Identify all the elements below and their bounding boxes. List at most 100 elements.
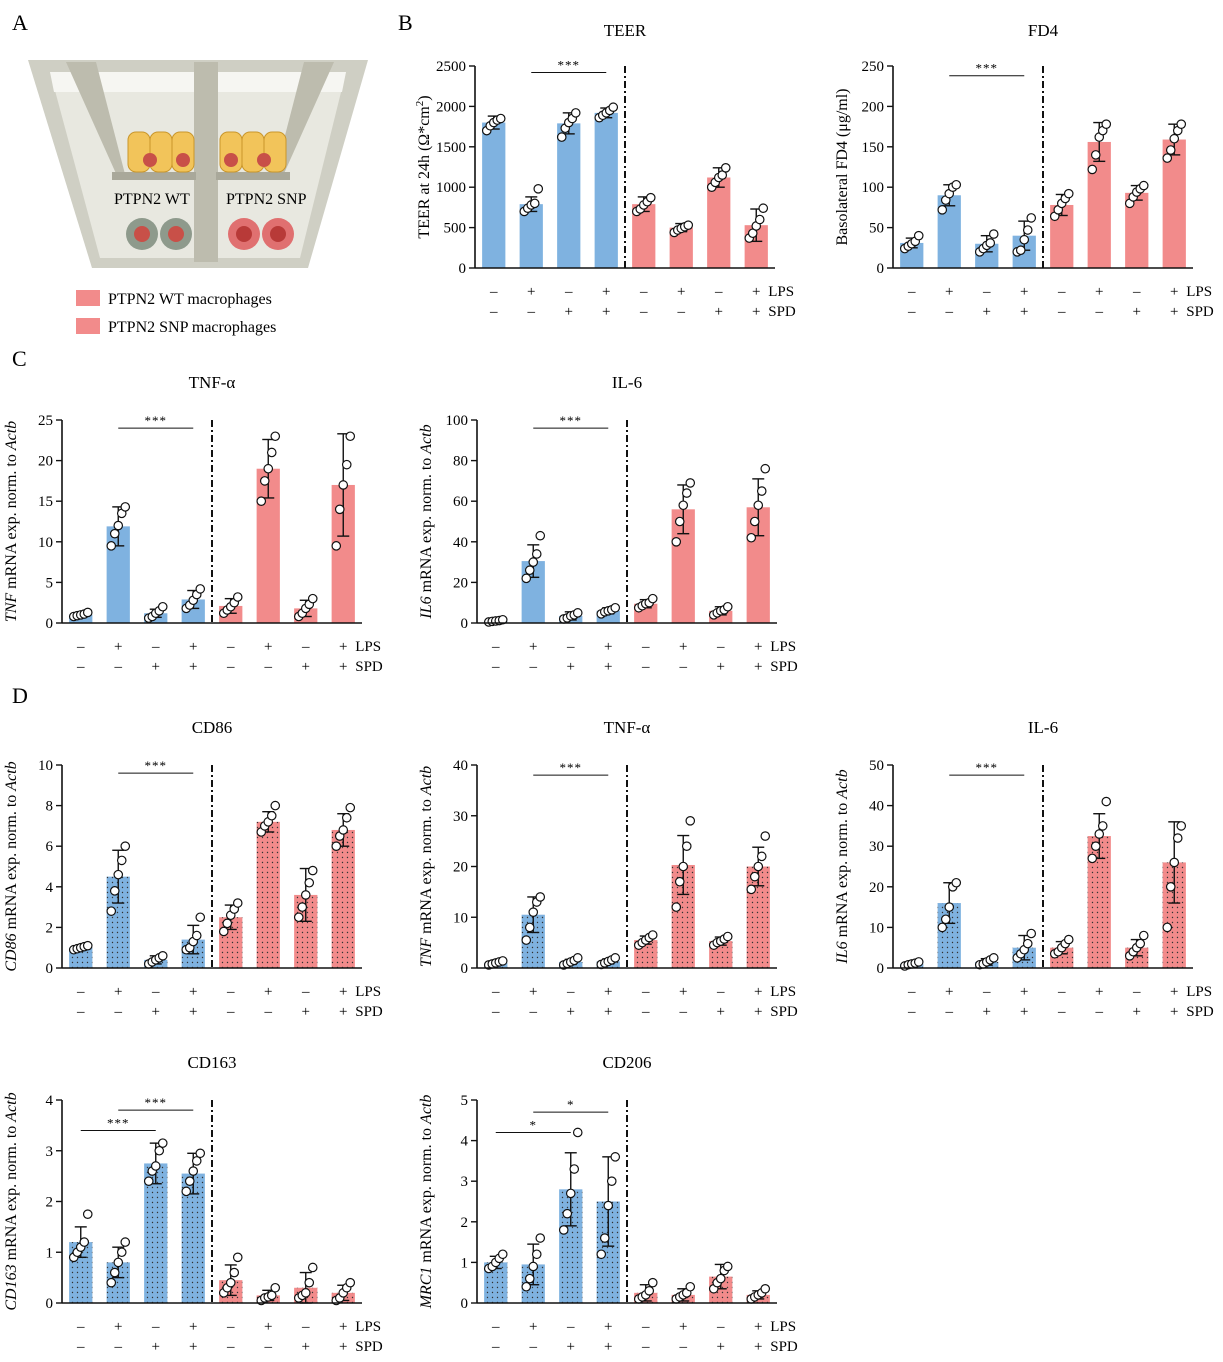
spd-sign: – — [76, 659, 85, 675]
y-axis-label: TNF mRNA exp. norm. to Actb — [418, 766, 435, 967]
spd-sign: – — [945, 304, 954, 320]
data-point — [195, 1148, 206, 1159]
data-point — [988, 953, 999, 963]
spd-sign: – — [491, 1004, 500, 1020]
data-point — [610, 602, 621, 613]
spd-sign: + — [567, 659, 575, 675]
chart-title: TNF-α — [189, 373, 236, 392]
y-tick-label: 50 — [869, 221, 884, 237]
y-tick-label: 8 — [46, 799, 54, 815]
lps-sign: – — [226, 984, 235, 1000]
data-point — [232, 898, 243, 908]
y-axis-label-part: Actb — [3, 761, 20, 791]
lps-sign: – — [907, 984, 916, 1000]
data-point — [913, 230, 924, 241]
spd-sign: – — [489, 304, 498, 320]
data-point — [266, 810, 277, 821]
y-tick-label: 40 — [453, 535, 468, 551]
data-point — [143, 1176, 154, 1186]
lps-row-label: LPS — [768, 284, 794, 300]
data-point — [1087, 853, 1098, 864]
lps-row-label: LPS — [770, 984, 796, 1000]
data-point — [256, 496, 267, 506]
y-axis-label: CD86 mRNA exp. norm. to Actb — [3, 761, 20, 971]
spd-sign: + — [302, 1339, 310, 1355]
lps-sign: + — [339, 984, 347, 1000]
y-axis-label-part: TNF — [3, 593, 20, 623]
data-point — [720, 163, 731, 173]
y-axis-label-part: Actb — [418, 766, 435, 796]
spd-sign: + — [339, 1339, 347, 1355]
y-tick-label: 6 — [46, 839, 54, 855]
data-point — [681, 841, 692, 851]
lps-row-label: LPS — [355, 984, 381, 1000]
y-axis-label-part: Basolateral FD4 (μg/ml) — [834, 89, 851, 246]
data-point — [184, 1176, 195, 1186]
y-tick-label: 4 — [46, 1093, 54, 1109]
significance-stars: *** — [976, 760, 999, 775]
data-point — [1165, 145, 1176, 155]
spd-sign: + — [717, 1339, 725, 1355]
spd-row-label: SPD — [770, 1339, 798, 1355]
chart-tnf_d: TNF-α 0 10 20 30 40 TNF mRNA exp. norm. to Act… — [418, 718, 798, 1020]
spd-sign: + — [302, 1004, 310, 1020]
data-point — [181, 1186, 192, 1197]
data-point — [225, 1277, 236, 1288]
data-point — [535, 1233, 546, 1243]
lps-sign: + — [527, 284, 535, 300]
data-point — [1026, 928, 1037, 939]
data-point — [109, 886, 120, 896]
data-point — [760, 1283, 771, 1294]
lps-row-label: LPS — [355, 639, 381, 655]
data-point — [1101, 119, 1112, 129]
data-point — [1165, 881, 1176, 892]
spd-sign: + — [189, 659, 197, 675]
y-tick-label: 100 — [446, 413, 469, 429]
data-point — [1162, 922, 1173, 933]
data-point — [556, 132, 567, 142]
data-point — [150, 1161, 161, 1171]
spd-sign: – — [527, 304, 536, 320]
chart-cd163: CD163 0 1 2 3 4 CD163 mRNA exp. norm. to Actb *… — [3, 1053, 383, 1355]
spd-sign: – — [226, 1004, 235, 1020]
data-point — [1138, 180, 1149, 191]
data-point — [951, 877, 962, 888]
lps-sign: – — [1132, 984, 1141, 1000]
data-point — [334, 504, 345, 515]
lps-sign: + — [189, 1319, 197, 1335]
data-point — [671, 536, 682, 547]
chart-il6_c: IL-6 0 20 40 60 80 100 IL6 mRNA exp. norm. to A… — [418, 373, 798, 675]
y-axis-label: IL6 mRNA exp. norm. to Actb — [418, 424, 435, 619]
y-tick-label: 50 — [869, 758, 884, 774]
lps-row-label: LPS — [770, 639, 796, 655]
chart-title: CD163 — [187, 1053, 236, 1072]
y-tick-label: 10 — [453, 910, 468, 926]
lps-sign: – — [491, 984, 500, 1000]
lps-sign: + — [264, 639, 272, 655]
y-axis-label-part: Actb — [418, 1095, 435, 1125]
chart-cd86: CD86 0 2 4 6 8 10 CD86 mRNA exp. norm. to Actb *… — [3, 718, 383, 1020]
schematic-wt-label: PTPN2 WT — [114, 191, 190, 208]
spd-sign: + — [602, 304, 610, 320]
data-point — [603, 1200, 614, 1211]
data-point — [524, 1273, 535, 1284]
y-tick-label: 4 — [46, 880, 54, 896]
data-point — [191, 1156, 202, 1166]
data-point — [157, 951, 168, 961]
data-point — [157, 601, 168, 612]
y-axis-label: MRC1 mRNA exp. norm. to Actb — [418, 1095, 435, 1310]
spd-sign: – — [76, 1004, 85, 1020]
lps-sign: – — [151, 984, 160, 1000]
spd-sign: – — [679, 1339, 688, 1355]
lps-sign: – — [301, 639, 310, 655]
lps-sign: – — [301, 1319, 310, 1335]
bar-texture — [106, 876, 130, 968]
data-point — [570, 108, 581, 118]
bar — [256, 468, 280, 623]
chart-title: TNF-α — [604, 718, 651, 737]
y-axis-label-part: Actb — [3, 1092, 20, 1122]
bar-texture — [256, 821, 280, 968]
spd-sign: + — [189, 1004, 197, 1020]
y-tick-label: 0 — [46, 961, 54, 977]
lps-sign: + — [189, 984, 197, 1000]
